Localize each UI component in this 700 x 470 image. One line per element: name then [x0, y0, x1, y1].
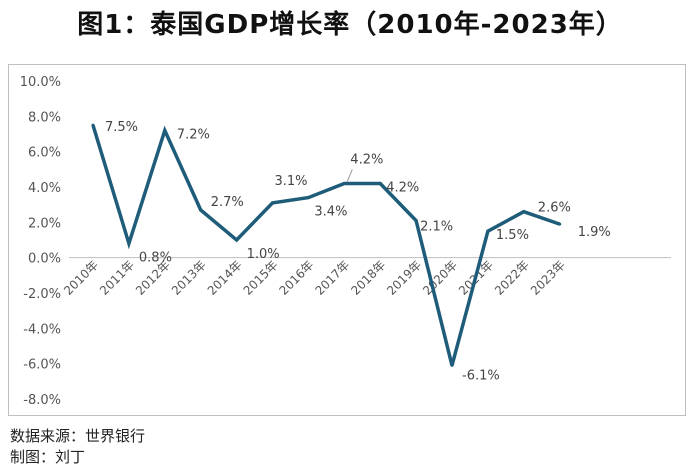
data-point [91, 123, 95, 127]
y-tick-label: 0.0% [28, 252, 61, 267]
data-label: 2.7% [211, 195, 244, 210]
x-tick-label: 2018年 [348, 258, 388, 298]
x-tick-label: 2014年 [205, 258, 245, 298]
data-point [450, 363, 454, 367]
x-tick-label: 2019年 [384, 258, 424, 298]
x-tick-label: 2023年 [528, 258, 568, 298]
y-tick-label: 2.0% [28, 216, 61, 231]
x-tick-label: 2011年 [97, 258, 137, 298]
data-label: 1.0% [247, 247, 280, 262]
gdp-growth-line-chart: 10.0% 8.0% 6.0% 4.0% 2.0% 0.0% -2.0% -4.0% -6.0%… [20, 75, 671, 408]
data-label: 4.2% [386, 180, 419, 195]
data-point [163, 128, 167, 132]
data-label: 0.8% [139, 251, 172, 266]
y-tick-label: 6.0% [28, 146, 61, 161]
data-source-note: 数据来源：世界银行 [10, 427, 146, 445]
chart-frame: 10.0% 8.0% 6.0% 4.0% 2.0% 0.0% -2.0% -4.0% -6.0%… [8, 64, 686, 416]
data-label: -6.1% [462, 368, 500, 383]
x-tick-label: 2015年 [241, 258, 281, 298]
data-point [486, 229, 490, 233]
data-label: 7.5% [105, 120, 138, 135]
data-point [271, 201, 274, 205]
x-tick-label: 2010年 [61, 258, 101, 298]
y-tick-label: 10.0% [20, 75, 61, 90]
x-tick-label: 2016年 [277, 258, 317, 298]
x-tick-label: 2017年 [312, 258, 352, 298]
data-point [414, 219, 418, 223]
data-label: 3.4% [314, 205, 347, 220]
x-tick-label: 2022年 [492, 258, 532, 298]
data-label: 2.6% [538, 201, 571, 216]
data-label: 4.2% [350, 152, 383, 167]
data-label: 2.1% [420, 220, 453, 235]
y-tick-label: -2.0% [23, 287, 61, 302]
data-point [558, 222, 562, 226]
data-point [378, 181, 382, 185]
data-label: 3.1% [275, 174, 308, 189]
y-tick-label: -4.0% [23, 322, 61, 337]
data-label: 1.5% [496, 228, 529, 243]
gdp-growth-series-line [91, 124, 561, 366]
author-note: 制图：刘丁 [10, 448, 86, 466]
y-tick-label: -8.0% [23, 393, 61, 408]
x-tick-label: 2013年 [169, 258, 209, 298]
data-label: 7.2% [177, 127, 210, 142]
data-point [235, 238, 239, 242]
data-point [342, 181, 346, 185]
data-point [199, 208, 203, 212]
label-leader-line [346, 169, 353, 182]
y-tick-label: 4.0% [28, 181, 61, 196]
chart-title: 图1：泰国GDP增长率（2010年-2023年） [77, 10, 623, 40]
data-point [522, 210, 526, 214]
y-tick-label: 8.0% [28, 110, 61, 125]
data-point [306, 196, 310, 200]
data-label: 1.9% [578, 225, 611, 240]
y-tick-label: -6.0% [23, 358, 61, 373]
data-point [127, 242, 131, 246]
